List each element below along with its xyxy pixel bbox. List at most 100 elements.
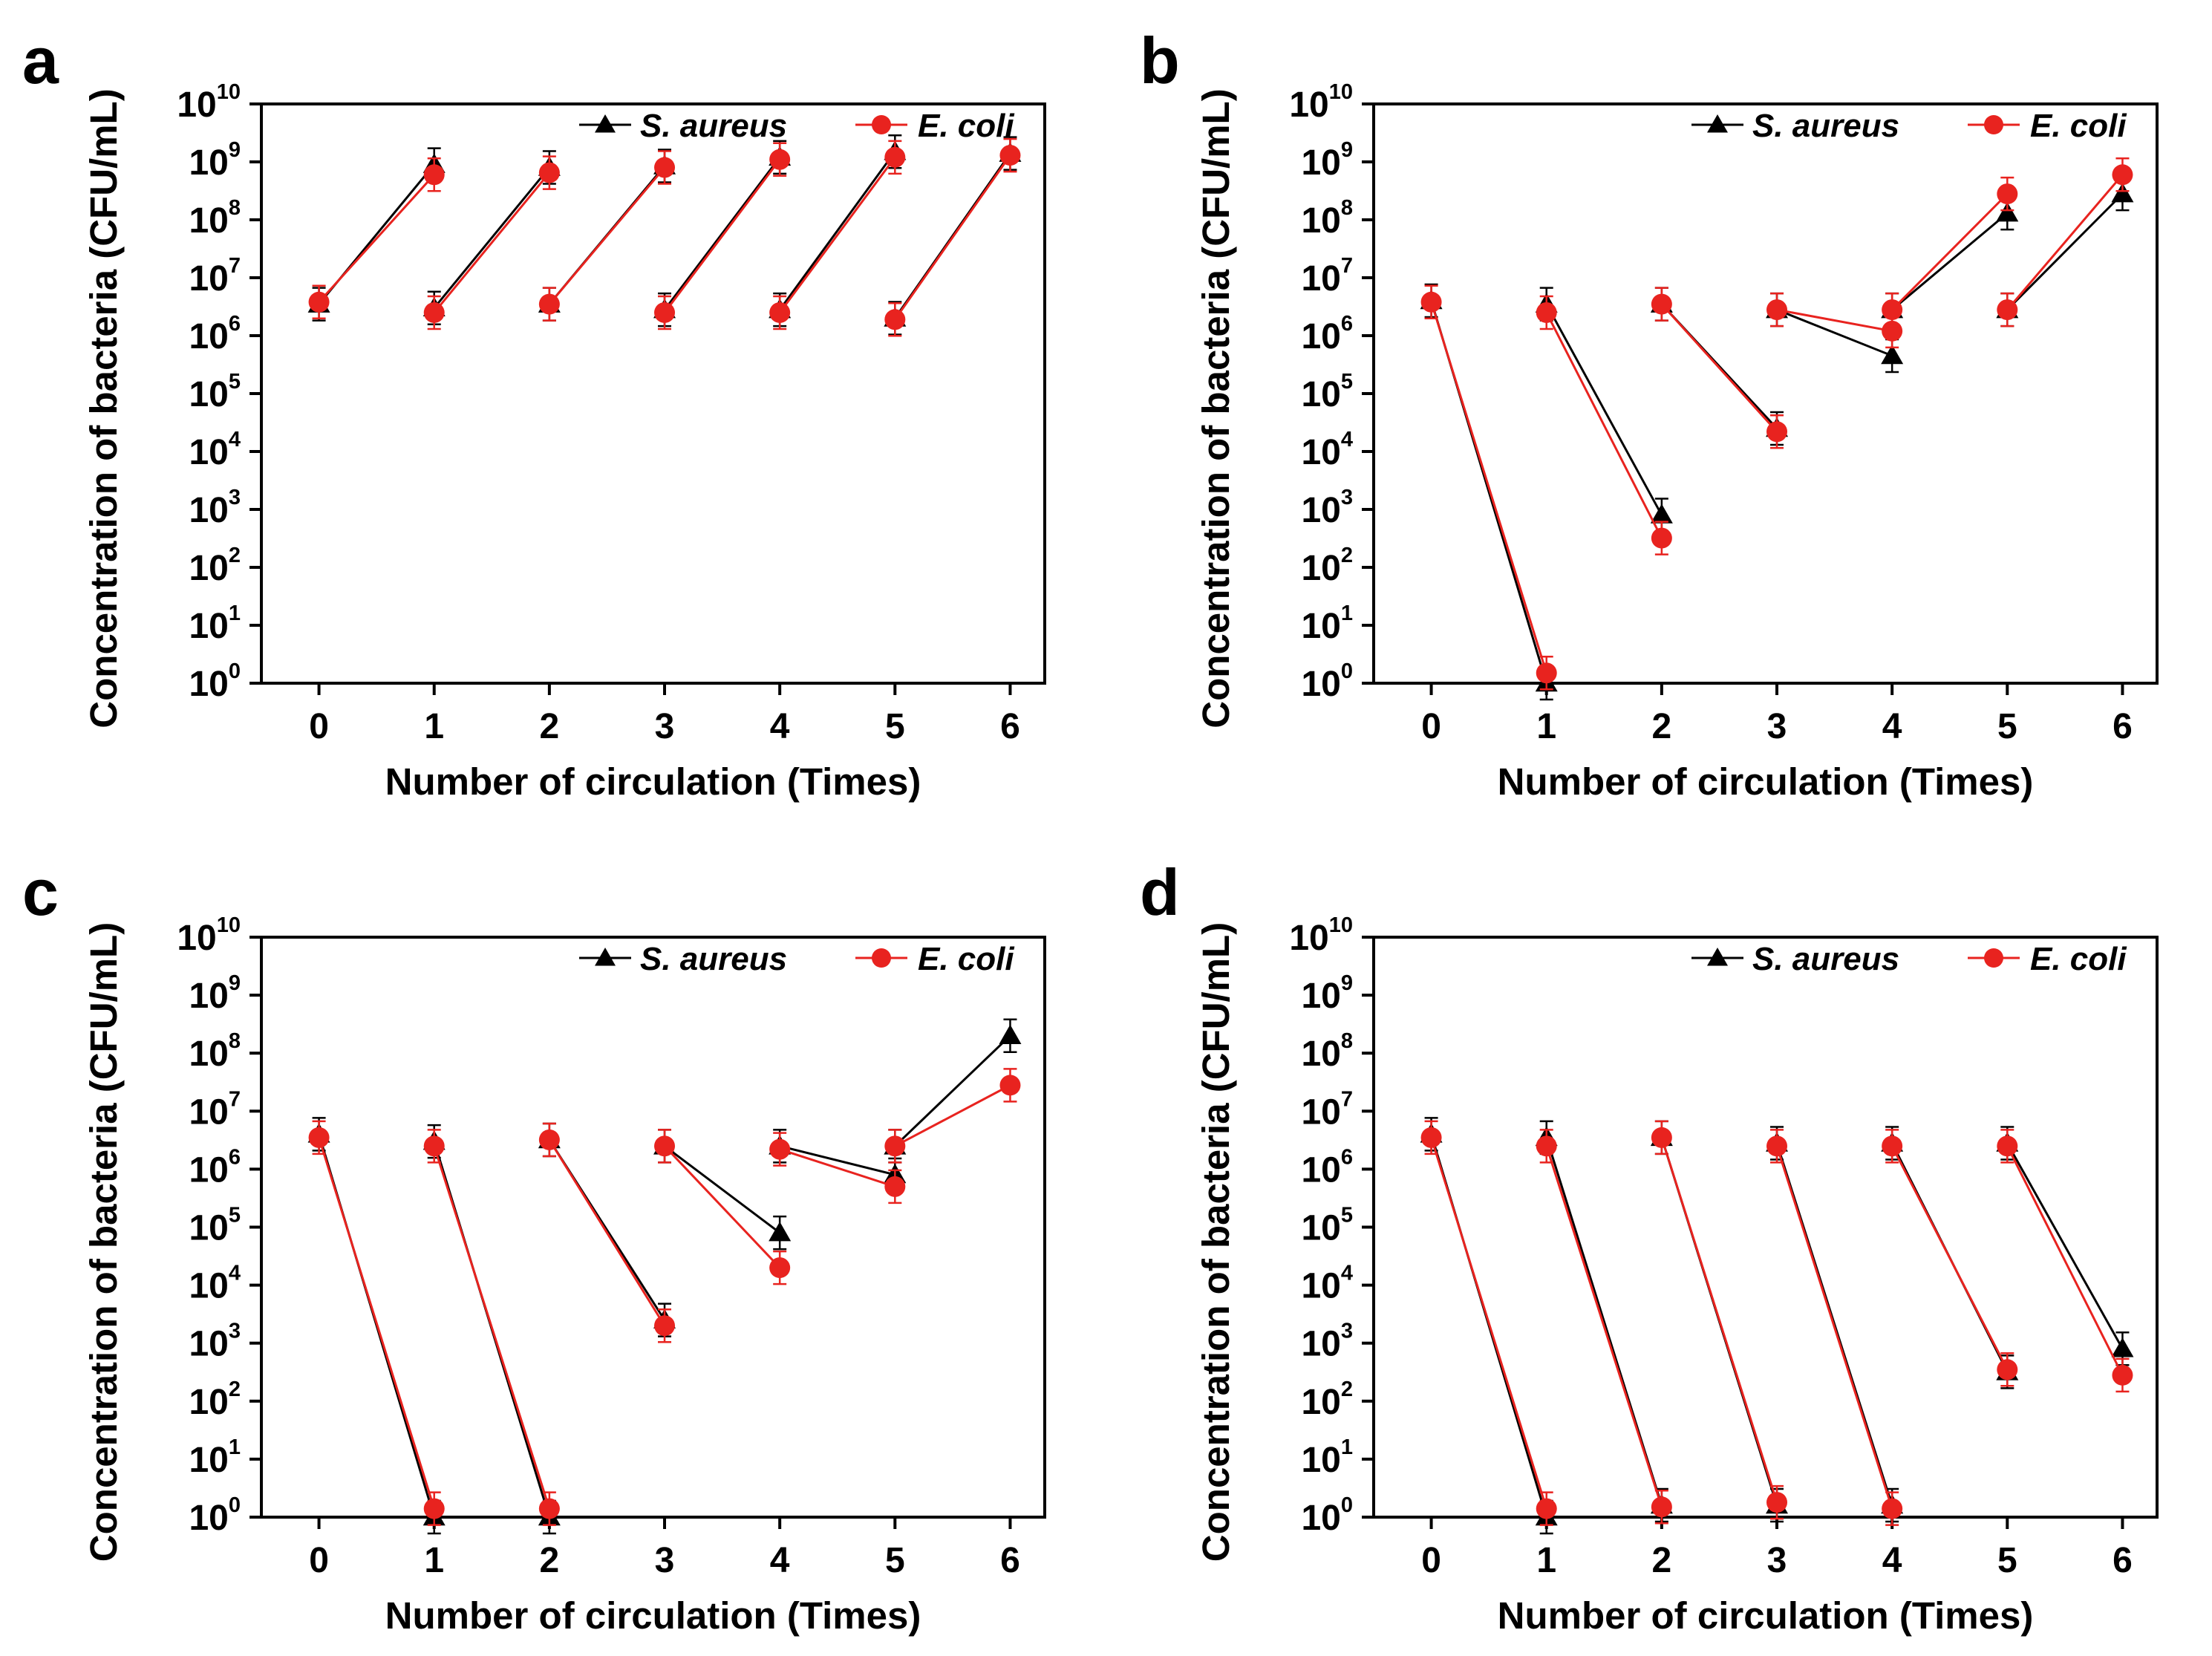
- y-tick-label: 102: [1301, 1378, 1353, 1422]
- legend-marker: [872, 948, 891, 968]
- y-tick-label: 100: [189, 1493, 241, 1538]
- y-tick-label: 102: [189, 1378, 241, 1422]
- series-line: [1890, 1145, 2009, 1370]
- data-point: [769, 149, 791, 170]
- series-line: [548, 166, 666, 305]
- data-point: [1536, 1498, 1557, 1519]
- series-e-coli: [308, 1068, 1021, 1526]
- y-tick-label: 109: [189, 971, 241, 1016]
- x-tick-label: 0: [309, 1541, 329, 1580]
- data-point: [654, 1315, 676, 1337]
- y-tick-label: 103: [1301, 486, 1353, 530]
- y-tick-label: 103: [1301, 1320, 1353, 1364]
- series-line: [663, 158, 781, 313]
- data-point: [308, 1127, 330, 1148]
- y-tick-label: 101: [189, 1435, 241, 1480]
- series-line: [894, 154, 1011, 321]
- legend-marker: [1984, 115, 2003, 134]
- x-tick-label: 2: [540, 1541, 560, 1580]
- data-point: [884, 1135, 906, 1157]
- series-line: [663, 1145, 781, 1269]
- y-tick-label: 1010: [1289, 80, 1353, 125]
- legend-item: S. aureus: [1691, 108, 1899, 144]
- series-line: [433, 1145, 551, 1510]
- y-tick-label: 104: [1301, 1262, 1353, 1306]
- series-line: [778, 151, 896, 311]
- y-tick-label: 105: [1301, 370, 1353, 414]
- legend-label: S. aureus: [1752, 108, 1899, 144]
- plot-frame: [1372, 936, 2159, 1519]
- series-line: [1545, 303, 1663, 516]
- x-tick-label: 6: [2113, 1541, 2133, 1580]
- series-e-coli: [1420, 157, 2133, 691]
- y-tick-label: 1010: [1289, 913, 1353, 958]
- legend-item: E. coli: [855, 108, 1014, 144]
- data-point: [2111, 183, 2134, 203]
- y-tick-label: 102: [189, 544, 241, 588]
- series-line: [318, 1137, 436, 1510]
- y-tick-label: 100: [1301, 1493, 1353, 1538]
- legend-item: S. aureus: [1691, 941, 1899, 977]
- y-tick-label: 106: [1301, 312, 1353, 356]
- data-point: [654, 157, 676, 178]
- series-line: [1660, 303, 1778, 433]
- data-point: [1651, 1127, 1672, 1148]
- y-tick-label: 107: [1301, 254, 1353, 299]
- data-point: [999, 1024, 1022, 1044]
- series-line: [1430, 301, 1548, 674]
- x-tick-label: 4: [1882, 1541, 1902, 1580]
- x-tick-label: 4: [770, 707, 790, 746]
- y-tick-label: 109: [1301, 138, 1353, 183]
- data-point: [769, 1222, 792, 1242]
- legend-item: E. coli: [1968, 108, 2127, 144]
- plot-frame: [260, 102, 1046, 685]
- series-line: [778, 156, 896, 313]
- panel-letter: d: [1140, 855, 1180, 929]
- data-point: [1997, 299, 2018, 321]
- x-axis-title: Number of circulation (Times): [385, 760, 921, 803]
- series-line: [318, 174, 435, 303]
- data-point: [999, 1075, 1021, 1096]
- legend-item: S. aureus: [579, 108, 787, 144]
- data-point: [1650, 503, 1673, 524]
- y-tick-label: 108: [189, 1029, 241, 1074]
- y-tick-label: 101: [1301, 1435, 1353, 1480]
- series-line: [1776, 308, 1893, 357]
- data-point: [1881, 345, 1904, 365]
- x-tick-label: 4: [1882, 707, 1902, 746]
- y-axis-title: Concentration of bacteria (CFU/mL): [82, 88, 125, 728]
- legend-label: E. coli: [2030, 941, 2127, 977]
- x-tick-label: 5: [1997, 1541, 2017, 1580]
- series-line: [664, 1145, 781, 1234]
- series-line: [894, 1084, 1011, 1147]
- data-point: [423, 164, 445, 186]
- data-point: [1996, 202, 2019, 222]
- y-tick-label: 1010: [177, 80, 241, 125]
- y-tick-label: 101: [1301, 602, 1353, 646]
- series-line: [894, 1034, 1011, 1147]
- data-point: [1651, 293, 1672, 315]
- legend-marker: [595, 114, 616, 133]
- x-tick-label: 5: [1997, 707, 2017, 746]
- data-point: [308, 291, 330, 313]
- series-s-aureus: [1420, 1117, 2134, 1535]
- series-line: [2006, 193, 2124, 311]
- data-point: [423, 1498, 445, 1519]
- data-point: [769, 1138, 791, 1160]
- data-point: [1651, 1496, 1672, 1518]
- y-tick-label: 106: [1301, 1145, 1353, 1190]
- series-e-coli: [308, 137, 1021, 337]
- y-tick-label: 100: [1301, 659, 1353, 704]
- series-line: [2006, 1142, 2124, 1350]
- series-line: [1776, 308, 1893, 333]
- y-tick-label: 108: [1301, 1029, 1353, 1074]
- panel-b: b 100 101 102 103 104 105 106 107 108 109 1010 0 1 2 3 4…: [1140, 24, 2159, 803]
- y-tick-label: 107: [189, 254, 241, 299]
- data-point: [538, 1129, 560, 1150]
- x-tick-label: 5: [885, 1541, 905, 1580]
- legend-item: S. aureus: [579, 941, 787, 977]
- data-point: [1997, 1359, 2018, 1380]
- legend-label: S. aureus: [640, 108, 787, 144]
- data-point: [1420, 1127, 1442, 1148]
- data-point: [1651, 527, 1672, 549]
